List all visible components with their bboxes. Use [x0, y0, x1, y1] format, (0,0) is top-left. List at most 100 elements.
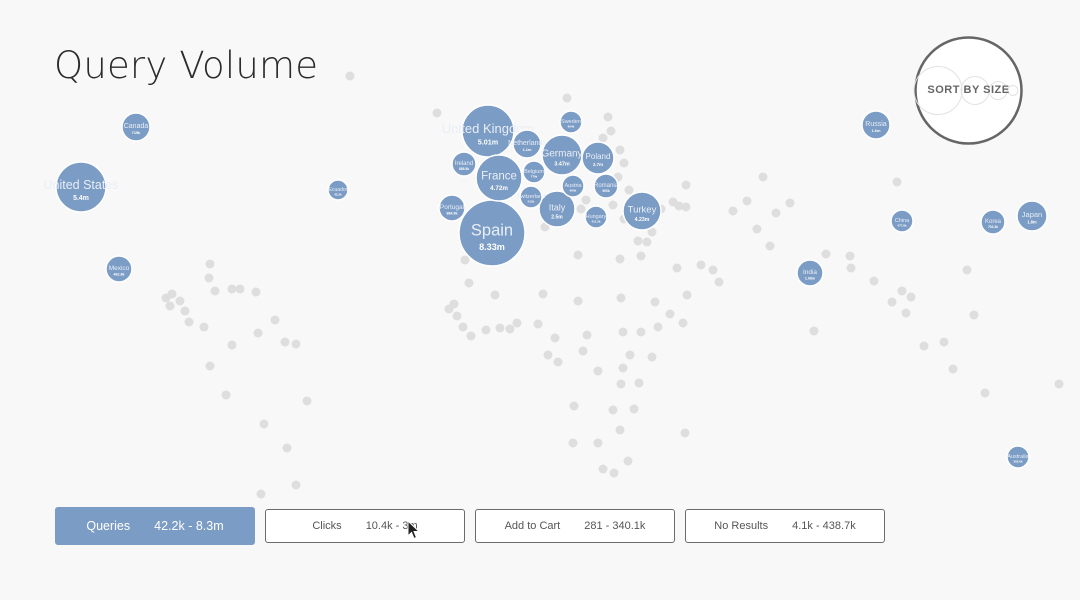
inactive-country-dot	[636, 251, 646, 261]
inactive-country-dot	[569, 401, 579, 411]
inactive-country-dot	[578, 346, 588, 356]
inactive-country-dot	[615, 425, 625, 435]
inactive-country-dot	[609, 468, 619, 478]
metric-add-to-cart-button[interactable]: Add to Cart 281 - 340.1k	[475, 509, 675, 543]
metric-label: Clicks	[312, 520, 342, 532]
inactive-country-dot	[752, 224, 762, 234]
inactive-country-dot	[490, 290, 500, 300]
inactive-country-dot	[227, 340, 237, 350]
inactive-country-dot	[235, 284, 245, 294]
country-value-label: 715k	[132, 130, 141, 135]
sort-by-size-label: SORT BY SIZE	[927, 84, 1010, 96]
inactive-country-dot	[618, 327, 628, 337]
inactive-country-dot	[962, 265, 972, 275]
inactive-country-dot	[625, 350, 635, 360]
inactive-country-dot	[573, 250, 583, 260]
inactive-country-dot	[481, 325, 491, 335]
inactive-country-dot	[939, 337, 949, 347]
inactive-country-dot	[887, 297, 897, 307]
inactive-country-dot	[758, 172, 768, 182]
country-name-label: Korea	[985, 219, 1002, 225]
country-bubble-circle	[796, 259, 824, 287]
country-value-label: 1.6m	[872, 128, 881, 133]
country-bubble-circle	[55, 161, 107, 213]
country-bubble-circle	[522, 160, 546, 184]
inactive-country-dot	[674, 201, 684, 211]
country-bubble[interactable]: Spain 8.33m	[458, 199, 526, 267]
country-name-label: India	[803, 269, 817, 276]
country-value-label: 42.2k	[334, 193, 342, 197]
inactive-country-dot	[205, 361, 215, 371]
country-bubble[interactable]: France 4.72m	[475, 154, 523, 202]
inactive-country-dot	[302, 396, 312, 406]
country-bubble-circle	[327, 179, 349, 201]
inactive-country-dot	[681, 180, 691, 190]
country-name-label: Spain	[471, 221, 513, 239]
country-value-label: 1.08m	[805, 277, 815, 281]
country-value-label: 3.47m	[554, 161, 570, 167]
metric-no-results-button[interactable]: No Results 4.1k - 438.7k	[685, 509, 885, 543]
country-name-label: United Kingdom	[442, 121, 535, 136]
country-bubble-circle	[512, 129, 542, 159]
metric-clicks-button[interactable]: Clicks 10.4k - 3m	[265, 509, 465, 543]
country-bubble-circle	[1006, 445, 1030, 469]
inactive-country-dot	[728, 206, 738, 216]
inactive-country-dot	[582, 330, 592, 340]
inactive-country-dot	[543, 350, 553, 360]
metric-queries-button[interactable]: Queries 42.2k - 8.3m	[55, 507, 255, 545]
inactive-country-dot	[919, 341, 929, 351]
inactive-country-dot	[210, 286, 220, 296]
inactive-country-dot	[253, 328, 263, 338]
country-bubble-circle	[581, 141, 615, 175]
country-name-label: Japan	[1022, 210, 1042, 219]
country-bubble[interactable]: Turkey 4.23m	[622, 191, 662, 231]
sort-by-size-button[interactable]: SORT BY SIZE	[913, 35, 1024, 146]
inactive-country-dot	[593, 366, 603, 376]
sort-circles-icon	[913, 36, 1023, 145]
country-bubble[interactable]: Italy 2.5m	[538, 190, 576, 228]
country-bubble[interactable]: United States 5.4m	[43, 161, 119, 213]
country-value-label: 1.8m	[1027, 220, 1037, 225]
inactive-country-dot	[785, 198, 795, 208]
inactive-country-dot	[623, 456, 633, 466]
inactive-country-dot	[568, 438, 578, 448]
inactive-country-dot	[444, 304, 454, 314]
country-value-label: 702.4k	[988, 225, 998, 229]
inactive-country-dot	[742, 196, 752, 206]
inactive-country-dot	[678, 318, 688, 328]
inactive-country-dot	[642, 237, 652, 247]
inactive-country-dot	[573, 296, 583, 306]
inactive-country-dot	[606, 126, 616, 136]
inactive-country-dot	[562, 93, 572, 103]
inactive-country-dot	[906, 292, 916, 302]
inactive-country-dot	[165, 301, 175, 311]
country-value-label: 604k	[568, 125, 575, 129]
country-value-label: 2.5m	[551, 214, 563, 220]
country-value-label: 884.9k	[447, 212, 458, 216]
inactive-country-dot	[634, 378, 644, 388]
inactive-country-dot	[553, 357, 563, 367]
inactive-country-dot	[175, 296, 185, 306]
